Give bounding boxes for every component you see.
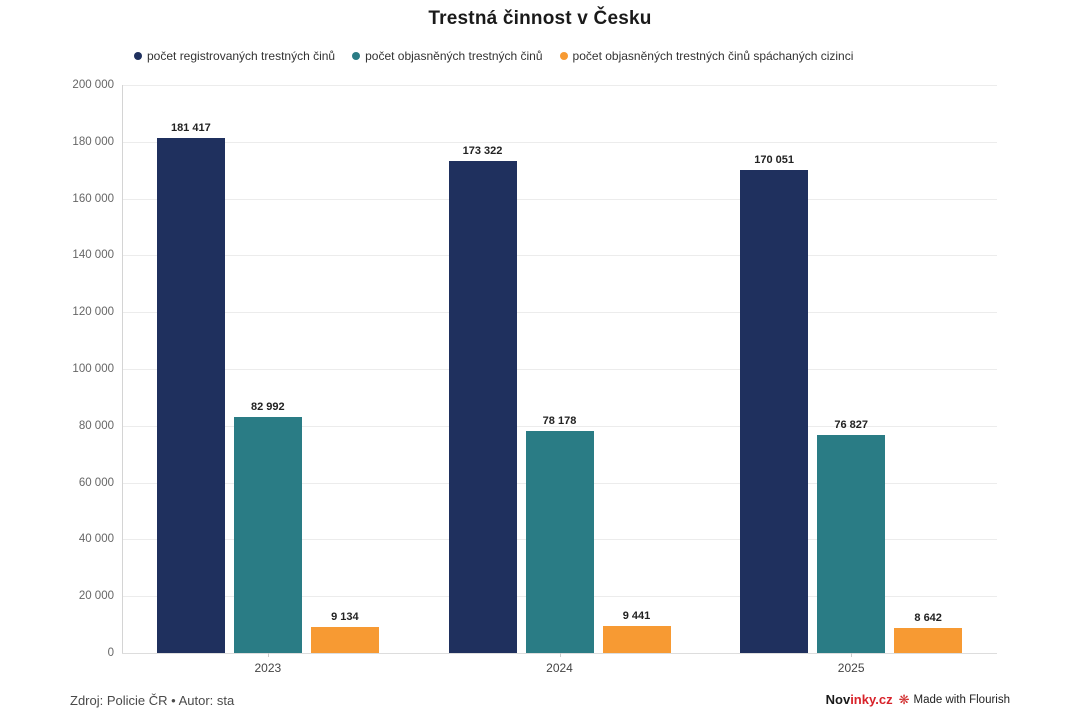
y-axis-tick-label: 60 000 xyxy=(78,476,114,489)
chart-legend: počet registrovaných trestných činů počet… xyxy=(134,49,853,63)
y-axis-tick-label: 160 000 xyxy=(72,192,114,205)
bar[interactable] xyxy=(525,430,594,653)
legend-series-dot-icon xyxy=(352,52,361,60)
bar[interactable] xyxy=(894,628,963,653)
bar-value-label: 76 827 xyxy=(834,418,868,431)
bar[interactable] xyxy=(602,626,671,653)
y-gridline xyxy=(122,312,997,314)
x-axis-tick xyxy=(851,653,853,657)
x-axis-tick xyxy=(559,653,561,657)
novinky-logo-dark-part: Nov xyxy=(825,692,851,707)
y-axis-tick-label: 200 000 xyxy=(72,79,114,91)
y-axis-tick-label: 0 xyxy=(107,647,114,659)
novinky-logo-red-part: inky.cz xyxy=(850,692,893,707)
legend-series-dot-icon xyxy=(134,52,142,60)
bar[interactable] xyxy=(156,137,225,653)
chart-title: Trestná činnost v Česku xyxy=(428,8,652,29)
bar-value-label: 9 134 xyxy=(331,611,359,624)
bar-value-label: 181 417 xyxy=(170,121,211,134)
y-axis-tick-label: 20 000 xyxy=(78,590,114,603)
legend-series-dot-icon xyxy=(559,52,568,60)
bar[interactable] xyxy=(740,170,809,653)
x-axis-category-label: 2024 xyxy=(546,661,573,675)
legend-item[interactable]: počet objasněných trestných činů spáchan… xyxy=(559,49,854,63)
legend-series-label: počet objasněných trestných činů spáchan… xyxy=(572,49,854,63)
y-axis-tick-label: 120 000 xyxy=(72,306,114,319)
made-with-flourish-label: Made with Flourish xyxy=(913,693,1010,706)
footer-brand: Novinky.cz ❋ Made with Flourish xyxy=(826,692,1010,707)
bar-value-label: 82 992 xyxy=(251,401,285,414)
source-credit: Zdroj: Policie ČR • Autor: sta xyxy=(70,693,235,708)
bar-value-label: 170 051 xyxy=(754,154,795,167)
y-axis-tick-label: 180 000 xyxy=(72,135,114,148)
y-gridline xyxy=(122,255,997,257)
y-axis-tick-label: 80 000 xyxy=(78,419,114,432)
bar[interactable] xyxy=(817,434,886,653)
legend-series-label: počet objasněných trestných činů xyxy=(365,49,543,63)
y-axis-line xyxy=(122,85,123,653)
bar-value-label: 8 642 xyxy=(914,612,942,625)
bar[interactable] xyxy=(233,417,302,653)
flourish-starburst-icon: ❋ xyxy=(898,692,910,707)
legend-item[interactable]: počet objasněných trestných činů xyxy=(352,49,543,63)
y-gridline xyxy=(122,425,997,427)
y-axis-tick-label: 100 000 xyxy=(72,363,114,375)
bar-value-label: 173 322 xyxy=(462,144,503,157)
bar[interactable] xyxy=(310,627,379,653)
y-gridline xyxy=(122,85,997,86)
y-gridline xyxy=(122,369,997,370)
y-axis-tick-label: 140 000 xyxy=(72,249,114,262)
bar-value-label: 9 441 xyxy=(622,610,651,623)
y-gridline xyxy=(122,141,997,143)
y-gridline xyxy=(122,198,997,200)
legend-series-label: počet registrovaných trestných činů xyxy=(147,49,336,63)
plot-area: 0 20 000 40 000 60 000 80 000 100 000 120 000 1… xyxy=(72,79,997,675)
novinky-logo-link[interactable]: Novinky.cz xyxy=(826,692,893,707)
made-with-flourish-link[interactable]: ❋ Made with Flourish xyxy=(899,693,1010,706)
x-axis-category-label: 2023 xyxy=(254,661,282,675)
x-axis-tick xyxy=(267,653,269,657)
y-axis-tick-label: 40 000 xyxy=(78,533,114,546)
legend-item[interactable]: počet registrovaných trestných činů xyxy=(134,49,335,63)
bar[interactable] xyxy=(448,160,517,653)
bar-value-label: 78 178 xyxy=(542,414,577,427)
x-axis-category-label: 2025 xyxy=(837,661,865,675)
